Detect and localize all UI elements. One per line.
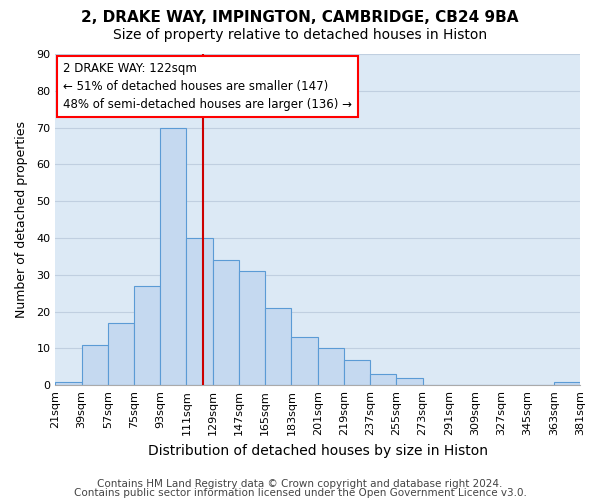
- Bar: [292, 338, 317, 386]
- Y-axis label: Number of detached properties: Number of detached properties: [15, 121, 28, 318]
- X-axis label: Distribution of detached houses by size in Histon: Distribution of detached houses by size …: [148, 444, 488, 458]
- Bar: [187, 238, 213, 386]
- Bar: [213, 260, 239, 386]
- Bar: [317, 348, 344, 386]
- Text: Contains HM Land Registry data © Crown copyright and database right 2024.: Contains HM Land Registry data © Crown c…: [97, 479, 503, 489]
- Bar: [397, 378, 422, 386]
- Bar: [554, 382, 580, 386]
- Bar: [55, 382, 82, 386]
- Bar: [82, 345, 108, 386]
- Bar: [344, 360, 370, 386]
- Text: Size of property relative to detached houses in Histon: Size of property relative to detached ho…: [113, 28, 487, 42]
- Bar: [160, 128, 187, 386]
- Bar: [370, 374, 397, 386]
- Bar: [239, 271, 265, 386]
- Bar: [134, 286, 160, 386]
- Bar: [265, 308, 292, 386]
- Bar: [108, 322, 134, 386]
- Text: Contains public sector information licensed under the Open Government Licence v3: Contains public sector information licen…: [74, 488, 526, 498]
- Text: 2 DRAKE WAY: 122sqm
← 51% of detached houses are smaller (147)
48% of semi-detac: 2 DRAKE WAY: 122sqm ← 51% of detached ho…: [63, 62, 352, 112]
- Text: 2, DRAKE WAY, IMPINGTON, CAMBRIDGE, CB24 9BA: 2, DRAKE WAY, IMPINGTON, CAMBRIDGE, CB24…: [81, 10, 519, 25]
